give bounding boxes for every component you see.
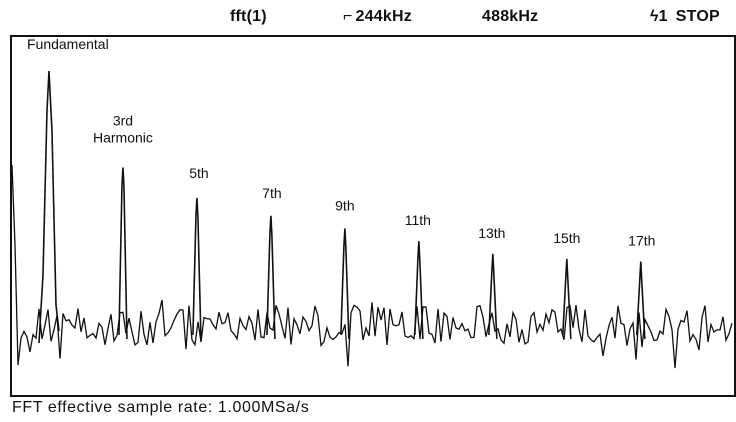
harmonic-label-5: 5th	[189, 165, 208, 181]
harmonic-label-7: 7th	[262, 185, 281, 201]
center-frequency-readout: ⌐ 244kHz	[343, 8, 412, 26]
run-status: ϟ1 STOP	[650, 8, 720, 26]
trigger-level-icon: ⌐	[343, 8, 353, 25]
trigger-slope-icon: ϟ	[650, 8, 659, 25]
span-readout: 488kHz	[482, 8, 539, 25]
harmonic-label-11: 11th	[405, 212, 431, 228]
harmonic-label-9: 9th	[335, 197, 354, 213]
harmonic-peak-11	[414, 241, 424, 340]
harmonic-peak-3	[118, 167, 128, 340]
harmonic-peak-17	[635, 261, 646, 340]
harmonic-label-3: 3rd Harmonic	[93, 113, 153, 146]
harmonic-label-17: 17th	[628, 233, 655, 249]
harmonic-peak-7	[266, 215, 276, 340]
harmonic-peak-1	[38, 70, 60, 344]
harmonic-label-15: 15th	[553, 230, 580, 246]
center-frequency-value: 244kHz	[355, 8, 412, 25]
noise-floor-trace	[11, 164, 733, 369]
trigger-source-label: 1	[658, 8, 668, 25]
spectrum-trace-group	[11, 70, 733, 369]
harmonic-labels-group: Fundamental 3rd Harmonic 5th 7th 9th 11th 13th 1…	[27, 36, 655, 249]
harmonic-peak-5	[192, 197, 202, 340]
harmonic-peak-15	[562, 258, 572, 340]
harmonic-peak-9	[340, 228, 350, 340]
run-state-label: STOP	[675, 8, 720, 25]
sample-rate-label: FFT effective sample rate:	[12, 399, 213, 416]
fft-function-label: fft(1)	[230, 8, 267, 25]
sample-rate-value: 1.000MSa/s	[217, 399, 310, 416]
sample-rate-footer: FFT effective sample rate: 1.000MSa/s	[12, 399, 309, 417]
fft-spectrum-display: Fundamental 3rd Harmonic 5th 7th 9th 11th 13th 1…	[10, 35, 736, 397]
harmonic-label-1: Fundamental	[27, 36, 109, 52]
harmonic-label-13: 13th	[478, 225, 505, 241]
harmonic-peak-13	[488, 253, 498, 340]
